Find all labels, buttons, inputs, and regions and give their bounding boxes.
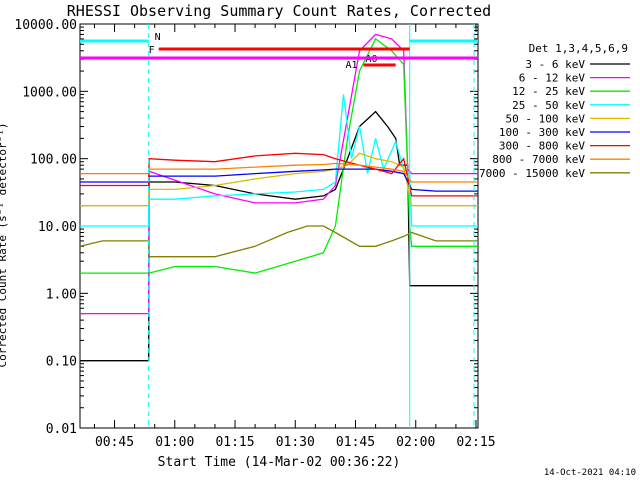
x-tick-label: 01:00 [155, 435, 194, 450]
y-tick-label: 100.00 [30, 153, 77, 168]
x-tick-label: 01:30 [276, 435, 315, 450]
plot-area: 10000.00 1000.00 100.00 10.00 1.00 0.10 0.01 00… [14, 18, 495, 450]
legend-entry-label: 12 - 25 keV [512, 85, 585, 98]
state-bar-label: N [155, 32, 161, 43]
series-line [80, 33, 478, 315]
footer-timestamp: 14-Oct-2021 04:10 [544, 468, 636, 478]
legend-entry-label: 300 - 800 keV [499, 140, 585, 153]
chart-title: RHESSI Observing Summary Count Rates, Co… [67, 2, 491, 20]
legend-entry-label: 7000 - 15000 keV [479, 167, 585, 180]
y-tick-label: 1000.00 [22, 85, 77, 100]
y-tick-label: 1.00 [46, 287, 77, 302]
series-line [80, 94, 478, 227]
legend-title: Det 1,3,4,5,6,9 [529, 42, 628, 55]
state-bar-label: A1 [345, 60, 357, 71]
series-line [80, 162, 478, 183]
y-tick-label: 0.01 [46, 422, 77, 437]
series-line [79, 225, 478, 258]
y-tick-label: 0.10 [46, 355, 77, 370]
legend-entry-label: 3 - 6 keV [525, 58, 585, 71]
y-tick-label: 10.00 [38, 220, 77, 235]
x-tick-label: 01:45 [336, 435, 375, 450]
series-line [80, 152, 478, 207]
legend-entry-label: 800 - 7000 keV [492, 153, 585, 166]
state-bar-label: F [149, 45, 155, 56]
legend-entry-label: 6 - 12 keV [519, 72, 586, 85]
legend-entry-label: 50 - 100 keV [506, 112, 586, 125]
y-axis-label: Corrected Count Rate (s⁻¹ detector⁻¹) [0, 122, 9, 367]
legend-entry-label: 25 - 50 keV [512, 99, 585, 112]
legend-entry-label: 100 - 300 keV [499, 126, 585, 139]
y-tick-label: 10000.00 [14, 18, 77, 33]
series-line [80, 37, 478, 274]
x-tick-label: 02:15 [456, 435, 495, 450]
x-axis-label: Start Time (14-Mar-02 00:36:22) [158, 455, 401, 470]
x-tick-label: 02:00 [396, 435, 435, 450]
x-tick-label: 00:45 [95, 435, 134, 450]
series-line [80, 168, 478, 192]
x-tick-label: 01:15 [215, 435, 254, 450]
